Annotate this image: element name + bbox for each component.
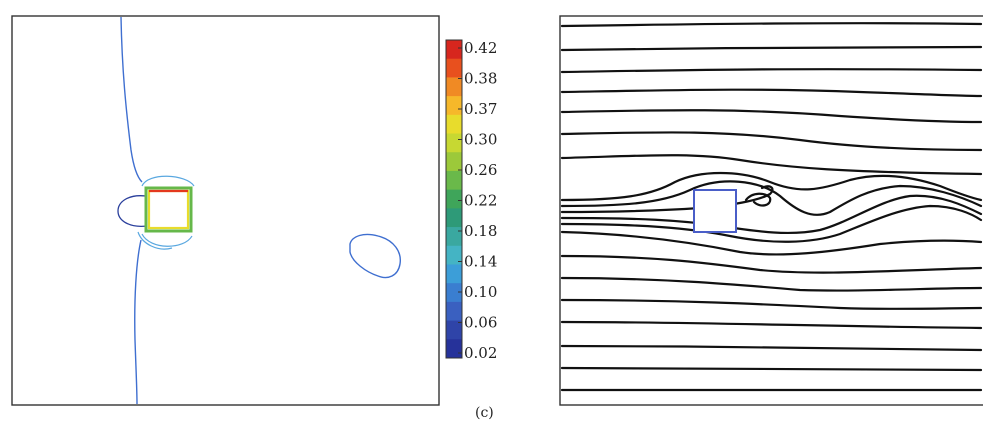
- colorbar-swatch: [446, 40, 462, 60]
- streamline: [560, 230, 983, 256]
- streamline: [560, 276, 983, 292]
- streamline: [560, 109, 983, 124]
- contour-panel-frame: [11, 15, 440, 406]
- streamline: [560, 45, 983, 52]
- colorbar-swatch: [446, 170, 462, 191]
- streamline: [560, 366, 983, 372]
- colorbar-tick-label: 0.18: [464, 222, 497, 240]
- streamline: [560, 298, 983, 310]
- colorbar-swatch: [446, 245, 462, 265]
- colorbar-swatch: [446, 227, 462, 247]
- colorbar-swatch: [446, 133, 462, 153]
- streamline: [560, 344, 983, 352]
- streamline-obstacle: [693, 189, 737, 233]
- streamline: [560, 68, 983, 74]
- colorbar-frame: [445, 39, 463, 359]
- colorbar-tick-label: 0.26: [464, 161, 497, 179]
- streamline: [560, 254, 983, 274]
- colorbar-tick-label: 0.22: [464, 192, 497, 210]
- colorbar-swatch: [446, 283, 462, 303]
- colorbar-swatch: [446, 152, 462, 172]
- contour-vortex-loop: [349, 233, 401, 279]
- figure-caption: (c): [475, 405, 494, 421]
- colorbar-swatch: [446, 189, 462, 209]
- colorbar-swatch: [446, 301, 462, 322]
- colorbar-tick-label: 0.14: [464, 253, 497, 271]
- colorbar-tick-label: 0.06: [464, 314, 497, 332]
- contour-obstacle-inner: [151, 193, 186, 226]
- streamline: [560, 320, 983, 330]
- streamline: [560, 131, 983, 152]
- colorbar-swatch: [446, 77, 462, 97]
- colorbar-tick-label: 0.10: [464, 283, 497, 301]
- contour-obstacle-outer: [144, 186, 193, 233]
- colorbar-ticks: 0.42 0.38 0.37 0.30 0.26 0.22 0.18 0.14 0.10 0.06…: [458, 39, 497, 362]
- colorbar-tick-label: 0.37: [464, 100, 497, 118]
- contour-loop-left: [117, 195, 148, 227]
- streamline: [560, 180, 983, 216]
- streamline: [560, 194, 983, 235]
- streamline: [560, 204, 983, 243]
- colorbar-tick-label: 0.42: [464, 39, 497, 57]
- colorbar-swatch: [446, 208, 462, 228]
- streamline: [560, 171, 983, 202]
- colorbar-swatch: [446, 339, 462, 359]
- streamlines: [560, 22, 983, 392]
- colorbar-tick-label: 0.38: [464, 70, 497, 88]
- streamline: [560, 88, 983, 98]
- streamline: [560, 22, 983, 28]
- colorbar-swatches: [446, 40, 462, 359]
- colorbar-swatch: [446, 320, 462, 340]
- streamline-panel: [559, 15, 983, 406]
- colorbar-swatch: [446, 96, 462, 116]
- colorbar-swatch: [446, 58, 462, 78]
- contour-panel: 0.42 0.38 0.37 0.30 0.26 0.22 0.18 0.14 0.10 0.06…: [11, 15, 497, 406]
- colorbar-swatch: [446, 114, 462, 135]
- colorbar: 0.42 0.38 0.37 0.30 0.26 0.22 0.18 0.14 0.10 0.06…: [445, 39, 497, 362]
- colorbar-tick-label: 0.30: [464, 131, 497, 149]
- contour-line-vertical: [120, 16, 143, 405]
- colorbar-swatch: [446, 264, 462, 284]
- streamline: [560, 154, 983, 176]
- streamline: [744, 192, 772, 207]
- colorbar-tick-label: 0.02: [464, 344, 497, 362]
- contour-halo: [137, 175, 195, 250]
